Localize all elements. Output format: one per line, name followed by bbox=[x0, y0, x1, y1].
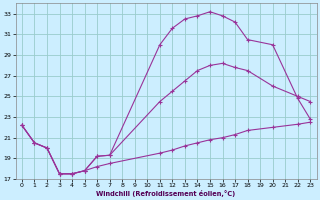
X-axis label: Windchill (Refroidissement éolien,°C): Windchill (Refroidissement éolien,°C) bbox=[96, 190, 236, 197]
